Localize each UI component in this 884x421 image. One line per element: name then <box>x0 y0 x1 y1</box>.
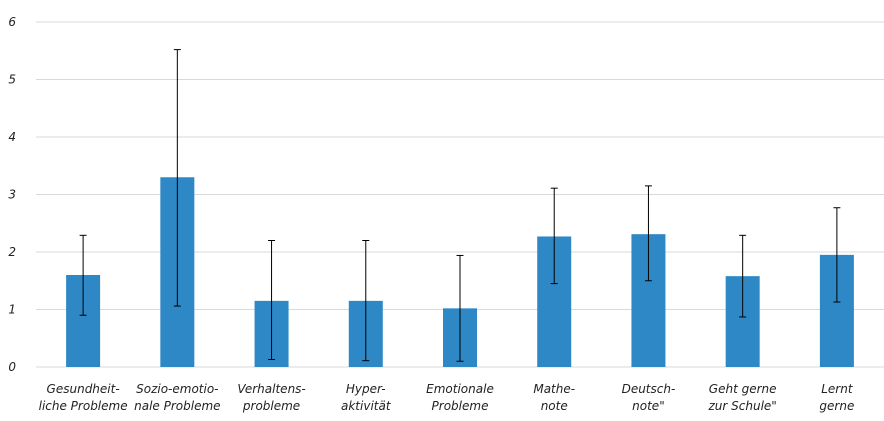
x-category-label-line: Verhaltens- <box>237 382 305 396</box>
x-category-label: Emotionale Probleme <box>426 382 494 413</box>
y-tick-label: 2 <box>8 245 16 259</box>
error-bar <box>739 234 747 318</box>
x-category-label-line: Deutsch- <box>622 382 676 396</box>
y-tick-label: 3 <box>8 188 16 202</box>
x-category-label-line: Mathe- <box>533 382 575 396</box>
x-category-label-line: Hyper- <box>346 382 386 396</box>
x-category-label: Gesundheit-liche Probleme <box>39 382 128 413</box>
x-category-label-line: Emotionale <box>426 382 494 396</box>
x-category-label-line: gerne <box>819 399 854 413</box>
error-bar <box>173 49 181 307</box>
x-category-label-line: nale Probleme <box>134 399 220 413</box>
y-tick-label: 5 <box>8 73 16 87</box>
error-bar <box>550 187 558 285</box>
y-tick-label: 0 <box>8 360 16 374</box>
y-tick-label: 4 <box>8 130 16 144</box>
error-bars <box>79 49 841 362</box>
error-bar <box>362 240 370 362</box>
x-category-label-line: Probleme <box>432 399 489 413</box>
error-bar <box>268 240 276 361</box>
error-bar <box>456 254 464 362</box>
x-category-label-line: Sozio-emotio- <box>136 382 218 396</box>
error-bar <box>833 207 841 303</box>
x-category-label-line: Geht gerne <box>709 382 777 396</box>
y-tick-label: 1 <box>8 303 16 317</box>
x-category-label-line: probleme <box>242 399 300 413</box>
x-category-label-line: Gesundheit- <box>47 382 120 396</box>
error-bar <box>79 234 87 316</box>
x-axis-category-labels: Gesundheit-liche ProblemeSozio-emotio-na… <box>39 382 855 413</box>
x-category-label: Sozio-emotio-nale Probleme <box>134 382 220 413</box>
x-category-label: Deutsch-note" <box>622 382 676 413</box>
y-tick-label: 6 <box>8 15 16 29</box>
y-axis-tick-labels: 0 1 2 3 4 5 6 <box>8 15 16 374</box>
x-category-label: Lernt gerne <box>819 382 854 413</box>
x-category-label: Mathe-note <box>533 382 575 413</box>
x-category-label-line: liche Probleme <box>39 399 128 413</box>
x-category-label: Hyper-aktivität <box>341 382 392 413</box>
x-category-label-line: Lernt <box>821 382 854 396</box>
x-category-label: Geht gerne zur Schule" <box>708 382 777 413</box>
x-category-label-line: note" <box>632 399 665 413</box>
x-category-label: Verhaltens-probleme <box>237 382 305 413</box>
x-category-label-line: note <box>541 399 568 413</box>
x-category-label-line: aktivität <box>341 399 392 413</box>
x-category-label-line: zur Schule" <box>708 399 777 413</box>
error-bar <box>644 185 652 282</box>
